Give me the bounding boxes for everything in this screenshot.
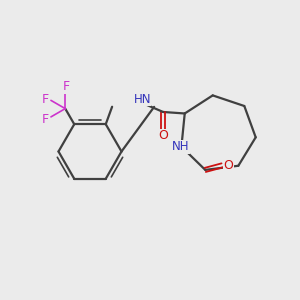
Text: O: O — [158, 130, 168, 142]
Text: F: F — [42, 93, 49, 106]
Text: NH: NH — [172, 140, 190, 153]
Text: HN: HN — [134, 93, 151, 106]
Text: O: O — [224, 159, 234, 172]
Text: F: F — [62, 80, 69, 93]
Text: F: F — [42, 113, 49, 126]
